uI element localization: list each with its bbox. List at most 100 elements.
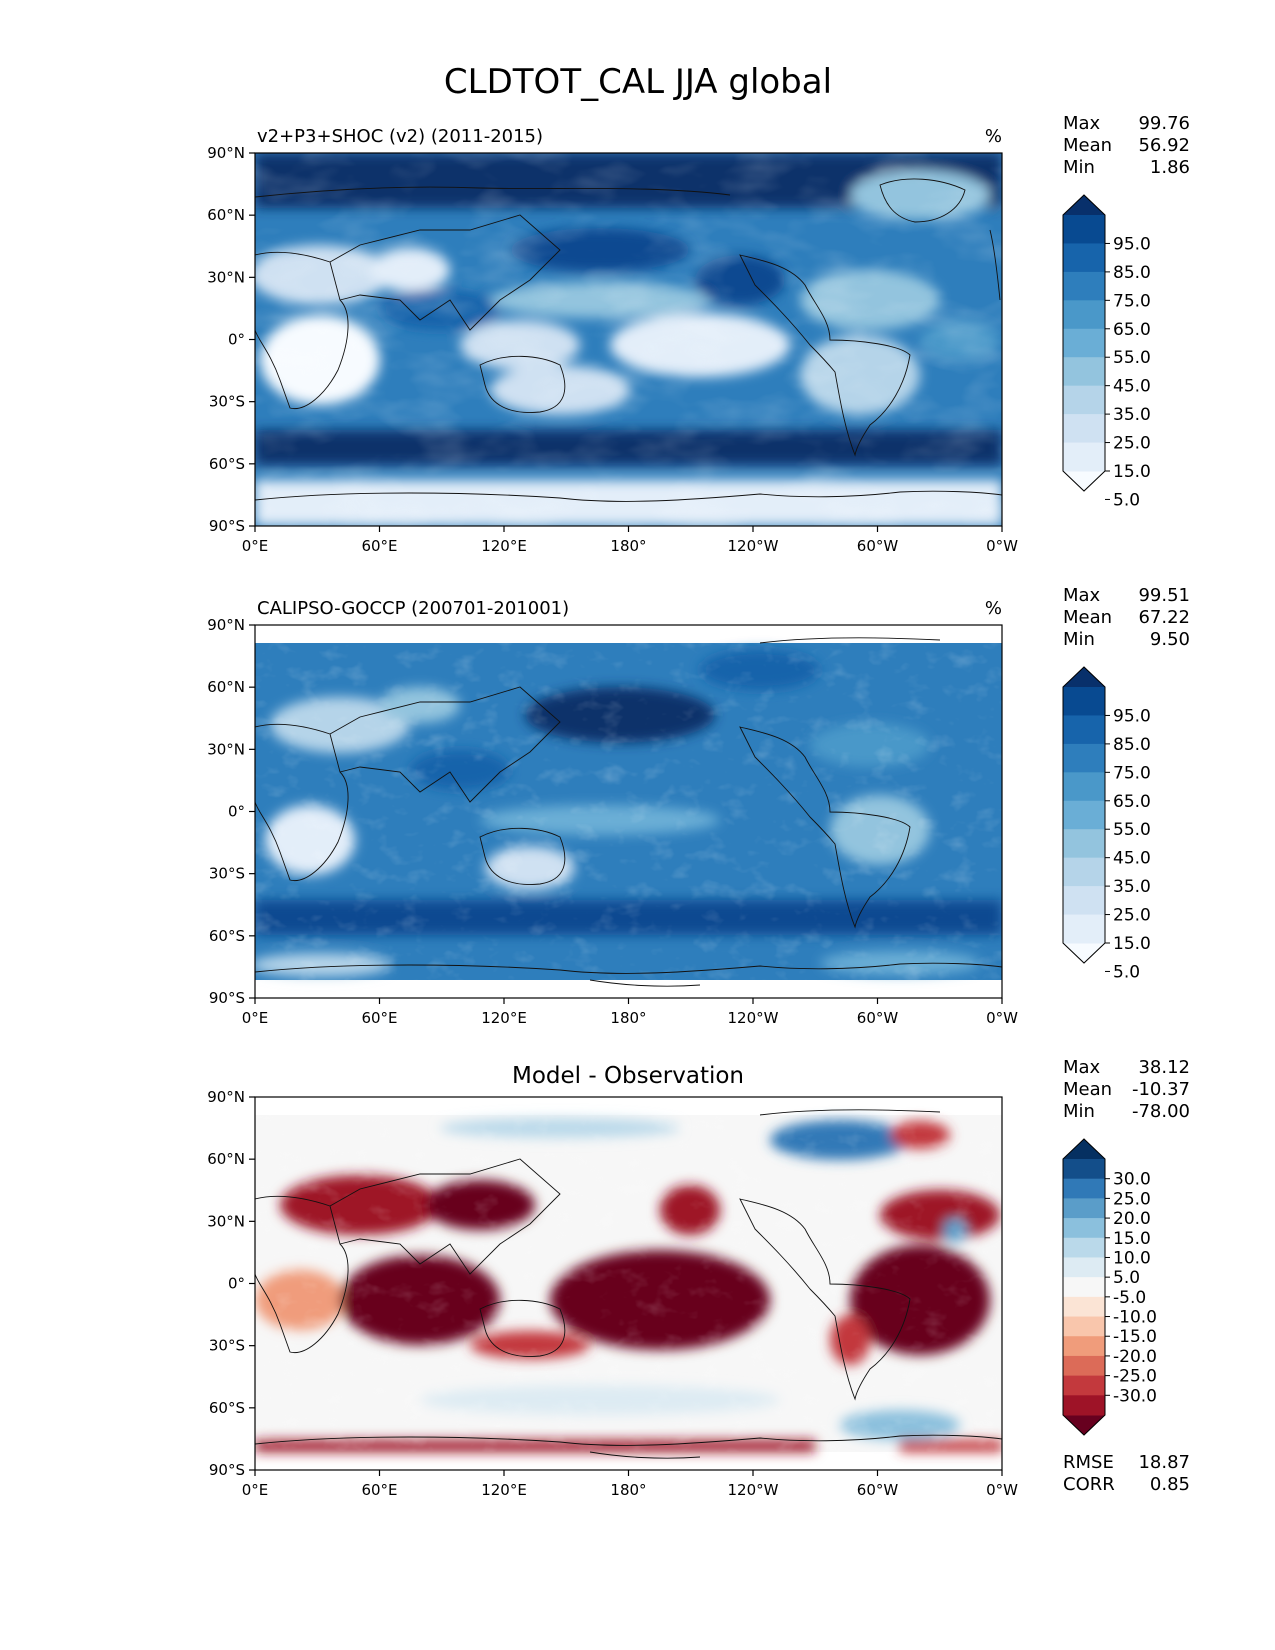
colorbar-segment: [1063, 1395, 1105, 1416]
colorbar-label: -10.0: [1113, 1308, 1157, 1328]
x-tick-label: 120°W: [728, 537, 779, 555]
x-tick-label: 180°: [610, 1009, 646, 1027]
stat-label: Mean: [1063, 1079, 1112, 1100]
colorbar-extend-max: [1063, 195, 1105, 215]
y-tick-label: 30°N: [207, 740, 245, 758]
panel-model: v2+P3+SHOC (v2) (2011-2015) %: [207, 113, 1190, 555]
stat-value: 1.86: [1150, 157, 1190, 178]
colorbar-segment: [1063, 743, 1105, 773]
colorbar-segment: [1063, 271, 1105, 301]
colorbar-label: 20.0: [1113, 1209, 1151, 1229]
footer-stat-value: 0.85: [1150, 1474, 1190, 1495]
colorbar-label: -20.0: [1113, 1347, 1157, 1367]
colorbar-segment: [1063, 385, 1105, 415]
coastlines: [255, 637, 1002, 987]
colorbar-label: 35.0: [1113, 405, 1151, 425]
colorbar: 30.025.020.015.010.05.0-5.0-10.0-15.0-20…: [1062, 1138, 1157, 1436]
colorbar-segment: [1063, 715, 1105, 745]
x-tick-label: 120°E: [481, 1481, 527, 1499]
y-tick-label: 60°N: [207, 1150, 245, 1168]
colorbar-label: 10.0: [1113, 1248, 1151, 1268]
colorbar-extend-max: [1063, 1139, 1105, 1159]
colorbar-label: 55.0: [1113, 820, 1151, 840]
colorbar-segment: [1063, 1355, 1105, 1377]
stat-value: 67.22: [1138, 607, 1190, 628]
colorbar-label: 55.0: [1113, 348, 1151, 368]
colorbar-label: 85.0: [1113, 263, 1151, 283]
stat-value: 9.50: [1150, 629, 1190, 650]
x-tick-label: 120°E: [481, 537, 527, 555]
colorbar-segment: [1063, 357, 1105, 387]
colorbar-label: 65.0: [1113, 792, 1151, 812]
panel-units: %: [985, 598, 1002, 619]
colorbar-label: 95.0: [1113, 706, 1151, 726]
stat-label: Min: [1063, 1101, 1095, 1122]
colorbar-segment: [1063, 1296, 1105, 1318]
map-field: [255, 153, 1002, 526]
colorbar-segment: [1063, 1277, 1105, 1298]
stat-value: -10.37: [1132, 1079, 1190, 1100]
stat-value: -78.00: [1132, 1101, 1190, 1122]
x-tick-label: 0°E: [242, 1481, 269, 1499]
stat-label: Mean: [1063, 135, 1112, 156]
stat-label: Min: [1063, 629, 1095, 650]
colorbar-label: -5.0: [1113, 1288, 1146, 1308]
y-tick-label: 90°S: [209, 517, 245, 535]
stat-label: Max: [1063, 1057, 1101, 1078]
y-tick-label: 0°: [228, 803, 245, 821]
y-tick-label: 30°S: [209, 865, 245, 883]
y-tick-label: 60°S: [209, 1399, 245, 1417]
colorbar-label: 25.0: [1113, 1189, 1151, 1209]
colorbar-label: 25.0: [1113, 434, 1151, 454]
colorbar-label: 5.0: [1113, 962, 1140, 982]
colorbar-extend-min: [1063, 471, 1105, 491]
colorbar-extend-max: [1063, 667, 1105, 687]
stats-block: Max 99.76 Mean 56.92 Min 1.86: [1063, 113, 1190, 178]
panel-units: %: [985, 126, 1002, 147]
x-tick-label: 120°W: [728, 1481, 779, 1499]
colorbar-segment: [1063, 1178, 1105, 1199]
stat-value: 56.92: [1138, 135, 1190, 156]
y-tick-label: 0°: [228, 331, 245, 349]
colorbar-label: 35.0: [1113, 877, 1151, 897]
colorbar-segment: [1063, 800, 1105, 830]
stat-label: Max: [1063, 113, 1101, 134]
map-field: [255, 625, 1002, 998]
colorbar-label: 15.0: [1113, 462, 1151, 482]
panel-center-title: Model - Observation: [512, 1063, 744, 1089]
panel-diff: Model - Observation: [207, 1057, 1190, 1499]
colorbar-label: -15.0: [1113, 1327, 1157, 1347]
panel-left-title: v2+P3+SHOC (v2) (2011-2015): [257, 126, 543, 147]
footer-stat-value: 18.87: [1138, 1452, 1190, 1473]
colorbar-segment: [1063, 328, 1105, 358]
colorbar-segment: [1063, 1198, 1105, 1219]
stat-value: 99.51: [1138, 585, 1190, 606]
colorbar-outline: [1062, 1138, 1106, 1436]
colorbar-segment: [1063, 1375, 1105, 1396]
colorbar-label: 75.0: [1113, 763, 1151, 783]
colorbar-extend-min: [1063, 943, 1105, 963]
panel-obs: CALIPSO-GOCCP (200701-201001) %: [207, 585, 1190, 1027]
y-tick-label: 30°N: [207, 268, 245, 286]
y-tick-label: 30°N: [207, 1212, 245, 1230]
y-tick-label: 60°N: [207, 206, 245, 224]
colorbar-segment: [1063, 414, 1105, 444]
colorbar-segment: [1063, 1218, 1105, 1239]
colorbar-segment: [1063, 1257, 1105, 1278]
colorbar-segment: [1063, 829, 1105, 859]
x-tick-label: 0°W: [986, 1481, 1018, 1499]
x-tick-label: 0°W: [986, 1009, 1018, 1027]
y-tick-label: 0°: [228, 1275, 245, 1293]
colorbar-label: 95.0: [1113, 234, 1151, 254]
x-tick-label: 120°E: [481, 1009, 527, 1027]
colorbar-label: 25.0: [1113, 906, 1151, 926]
x-tick-label: 180°: [610, 537, 646, 555]
colorbar-label: 75.0: [1113, 291, 1151, 311]
y-tick-label: 60°S: [209, 455, 245, 473]
map-field: [255, 1097, 1002, 1470]
x-tick-label: 60°W: [857, 537, 899, 555]
colorbar-segment: [1063, 1237, 1105, 1258]
colorbar-segment: [1063, 687, 1105, 716]
stat-value: 99.76: [1138, 113, 1190, 134]
